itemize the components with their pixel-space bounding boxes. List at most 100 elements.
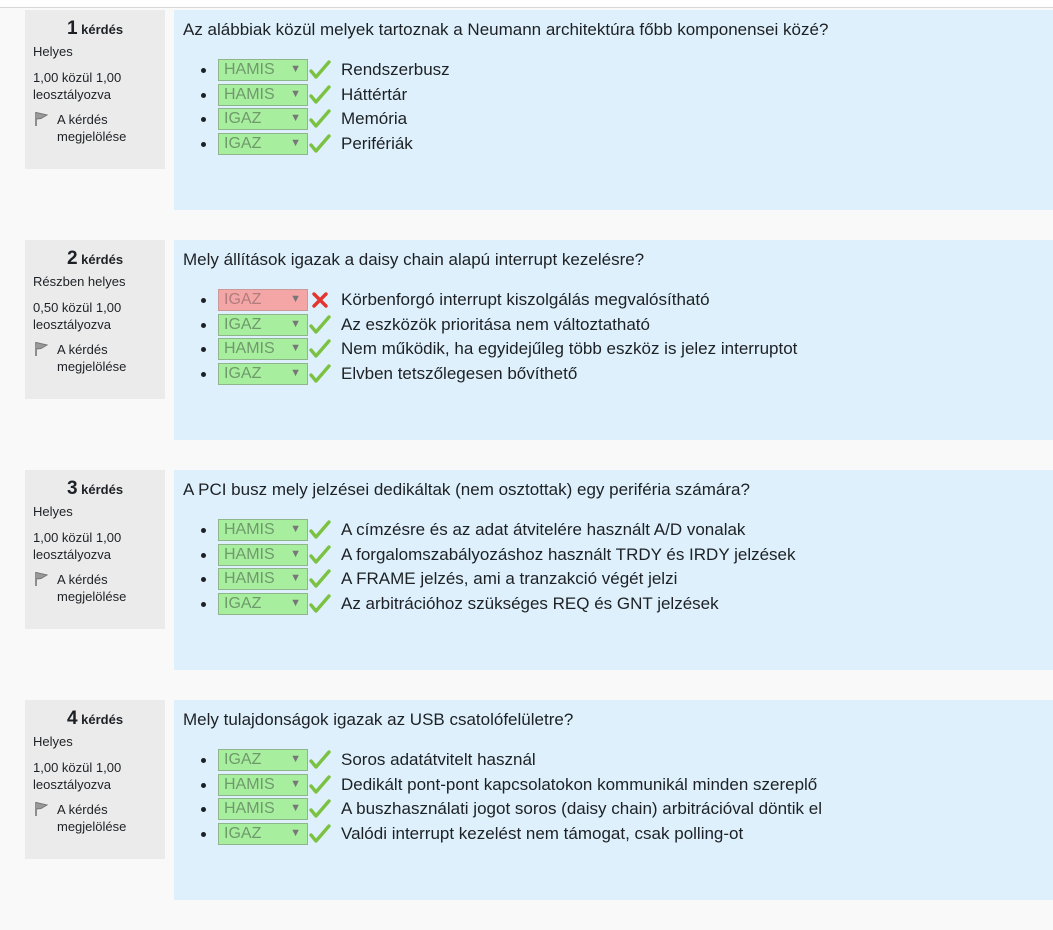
checkmark-icon bbox=[309, 544, 331, 566]
answer-select-value: IGAZ bbox=[224, 824, 262, 842]
checkmark-icon bbox=[309, 519, 331, 541]
question-info: 4 kérdés Helyes 1,00 közül 1,00 leosztál… bbox=[25, 700, 165, 859]
question-number-value: 4 bbox=[66, 708, 78, 729]
answer-select-value: IGAZ bbox=[224, 751, 262, 769]
checkmark-icon bbox=[309, 593, 331, 615]
answer-select[interactable]: IGAZ ▼ bbox=[218, 592, 308, 615]
question-grade: 1,00 közül 1,00 leosztályozva bbox=[33, 530, 122, 562]
question-number-value: 3 bbox=[66, 478, 78, 499]
answer-row: IGAZ ▼ Perifériák bbox=[183, 132, 1053, 157]
chevron-down-icon: ▼ bbox=[290, 317, 301, 330]
question-grade: 1,00 közül 1,00 leosztályozva bbox=[33, 760, 122, 792]
answer-text: A forgalomszabályozáshoz használt TRDY é… bbox=[341, 544, 796, 564]
flag-label: A kérdés megjelölése bbox=[57, 802, 127, 834]
answer-select[interactable]: IGAZ ▼ bbox=[218, 132, 308, 155]
answer-text: Valódi interrupt kezelést nem támogat, c… bbox=[341, 823, 744, 843]
answer-select[interactable]: HAMIS ▼ bbox=[218, 59, 308, 82]
question-grade: 1,00 közül 1,00 leosztályozva bbox=[33, 70, 122, 102]
answer-select[interactable]: HAMIS ▼ bbox=[218, 773, 308, 796]
answer-row: HAMIS ▼ A címzésre és az adat átvitelére… bbox=[183, 518, 1053, 543]
answer-row: HAMIS ▼ Nem működik, ha egyidejűleg több… bbox=[183, 337, 1053, 362]
answer-text: A FRAME jelzés, ami a tranzakció végét j… bbox=[341, 569, 678, 589]
answer-text: A buszhasználati jogot soros (daisy chai… bbox=[341, 799, 822, 819]
checkmark-icon bbox=[309, 823, 331, 845]
chevron-down-icon: ▼ bbox=[290, 753, 301, 766]
answer-row: IGAZ ▼ Az arbitrációhoz szükséges REQ és… bbox=[183, 592, 1053, 617]
question-4: 4 kérdés Helyes 1,00 közül 1,00 leosztál… bbox=[0, 700, 1053, 930]
checkmark-icon bbox=[309, 798, 331, 820]
answer-select[interactable]: IGAZ ▼ bbox=[218, 108, 308, 131]
answer-text: Nem működik, ha egyidejűleg több eszköz … bbox=[341, 339, 798, 359]
question-number-label: kérdés bbox=[81, 252, 124, 267]
answer-text: Körbenforgó interrupt kiszolgálás megval… bbox=[341, 290, 710, 310]
answer-text: Dedikált pont-pont kapcsolatokon kommuni… bbox=[341, 774, 818, 794]
chevron-down-icon: ▼ bbox=[290, 112, 301, 125]
answer-text: Rendszerbusz bbox=[341, 60, 450, 80]
question-text: Mely tulajdonságok igazak az USB csatoló… bbox=[183, 710, 574, 729]
question-number: 3 kérdés bbox=[33, 478, 165, 499]
answer-select-value: IGAZ bbox=[224, 134, 262, 152]
question-info: 3 kérdés Helyes 1,00 közül 1,00 leosztál… bbox=[25, 470, 165, 629]
answer-select-value: IGAZ bbox=[224, 110, 262, 128]
answer-text: Perifériák bbox=[341, 133, 413, 153]
answer-list: HAMIS ▼ A címzésre és az adat átvitelére… bbox=[183, 518, 1053, 616]
checkmark-icon bbox=[309, 133, 331, 155]
answer-row: IGAZ ▼ Körbenforgó interrupt kiszolgálás… bbox=[183, 288, 1053, 313]
answer-text: Elvben tetszőlegesen bővíthető bbox=[341, 363, 578, 383]
question-state: Helyes bbox=[33, 504, 73, 519]
answer-select-value: IGAZ bbox=[224, 291, 262, 309]
answer-select[interactable]: IGAZ ▼ bbox=[218, 289, 308, 312]
answer-text: Memória bbox=[341, 109, 408, 129]
checkmark-icon bbox=[309, 84, 331, 106]
answer-select[interactable]: HAMIS ▼ bbox=[218, 519, 308, 542]
question-number-label: kérdés bbox=[81, 482, 124, 497]
answer-select[interactable]: HAMIS ▼ bbox=[218, 568, 308, 591]
answer-select[interactable]: HAMIS ▼ bbox=[218, 798, 308, 821]
answer-row: IGAZ ▼ Memória bbox=[183, 107, 1053, 132]
flag-icon bbox=[33, 801, 51, 817]
question-number-value: 2 bbox=[66, 248, 78, 269]
answer-row: IGAZ ▼ Valódi interrupt kezelést nem tám… bbox=[183, 822, 1053, 847]
checkmark-icon bbox=[309, 108, 331, 130]
question-content: Az alábbiak közül melyek tartoznak a Neu… bbox=[174, 10, 1053, 210]
checkmark-icon bbox=[309, 774, 331, 796]
answer-row: HAMIS ▼ Dedikált pont-pont kapcsolatokon… bbox=[183, 773, 1053, 798]
answer-select[interactable]: HAMIS ▼ bbox=[218, 83, 308, 106]
question-text: Mely állítások igazak a daisy chain alap… bbox=[183, 250, 645, 269]
page-top-border bbox=[0, 0, 1053, 8]
answer-select[interactable]: IGAZ ▼ bbox=[218, 749, 308, 772]
question-number: 4 kérdés bbox=[33, 708, 165, 729]
question-content: Mely állítások igazak a daisy chain alap… bbox=[174, 240, 1053, 440]
answer-select[interactable]: IGAZ ▼ bbox=[218, 822, 308, 845]
flag-icon bbox=[33, 571, 51, 587]
flag-question-link[interactable]: A kérdés megjelölése bbox=[33, 571, 165, 605]
answer-list: IGAZ ▼ Soros adatátvitelt használ HAMIS … bbox=[183, 748, 1053, 846]
answer-row: IGAZ ▼ Soros adatátvitelt használ bbox=[183, 748, 1053, 773]
answer-select[interactable]: HAMIS ▼ bbox=[218, 338, 308, 361]
answer-text: A címzésre és az adat átvitelére használ… bbox=[341, 520, 746, 540]
answer-select[interactable]: IGAZ ▼ bbox=[218, 362, 308, 385]
chevron-down-icon: ▼ bbox=[290, 523, 301, 536]
chevron-down-icon: ▼ bbox=[290, 87, 301, 100]
chevron-down-icon: ▼ bbox=[290, 366, 301, 379]
checkmark-icon bbox=[309, 363, 331, 385]
question-number-label: kérdés bbox=[81, 712, 124, 727]
flag-question-link[interactable]: A kérdés megjelölése bbox=[33, 341, 165, 375]
question-1: 1 kérdés Helyes 1,00 közül 1,00 leosztál… bbox=[0, 10, 1053, 240]
answer-row: IGAZ ▼ Az eszközök prioritása nem változ… bbox=[183, 313, 1053, 338]
chevron-down-icon: ▼ bbox=[290, 293, 301, 306]
chevron-down-icon: ▼ bbox=[290, 63, 301, 76]
question-2: 2 kérdés Részben helyes 0,50 közül 1,00 … bbox=[0, 240, 1053, 470]
checkmark-icon bbox=[309, 749, 331, 771]
question-state: Részben helyes bbox=[33, 274, 126, 289]
question-text: A PCI busz mely jelzései dedikáltak (nem… bbox=[183, 480, 750, 499]
answer-text: Az arbitrációhoz szükséges REQ és GNT je… bbox=[341, 593, 719, 613]
answer-select[interactable]: IGAZ ▼ bbox=[218, 313, 308, 336]
flag-label: A kérdés megjelölése bbox=[57, 342, 127, 374]
chevron-down-icon: ▼ bbox=[290, 547, 301, 560]
answer-select[interactable]: HAMIS ▼ bbox=[218, 543, 308, 566]
flag-question-link[interactable]: A kérdés megjelölése bbox=[33, 801, 165, 835]
answer-text: Soros adatátvitelt használ bbox=[341, 750, 536, 770]
flag-question-link[interactable]: A kérdés megjelölése bbox=[33, 111, 165, 145]
chevron-down-icon: ▼ bbox=[290, 572, 301, 585]
